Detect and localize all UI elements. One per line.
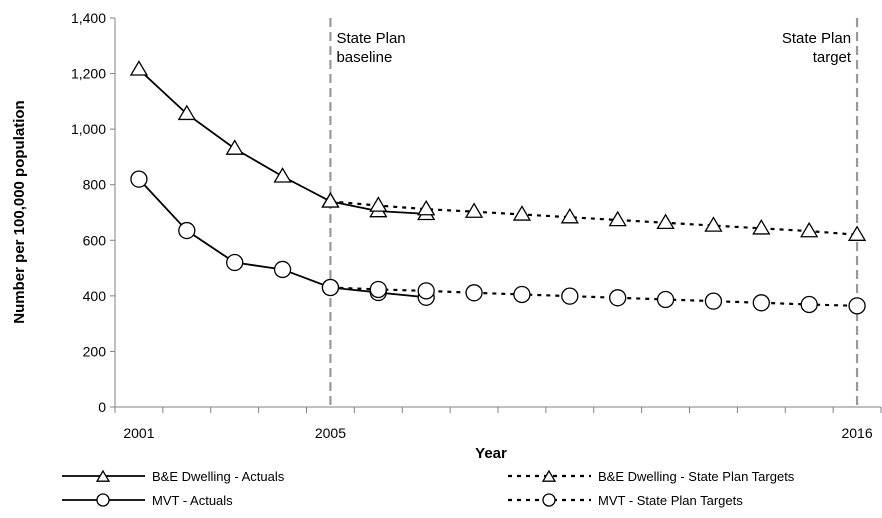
bande-dwelling-state-plan-targets-point <box>704 216 723 232</box>
y-tick-label: 0 <box>98 399 106 415</box>
mvt-state-plan-targets-point <box>800 295 818 314</box>
reference-line-label: target <box>813 49 852 66</box>
bande-dwelling-state-plan-targets-point <box>656 213 675 230</box>
y-tick-label: 400 <box>83 288 107 304</box>
axes: 0 200 400 600 800 1,000 1,200 1,400 2001 2005 2016 <box>71 10 882 441</box>
reference-lines: State Plan baseline State Plan target <box>329 18 859 407</box>
bande-dwelling-actuals-line <box>138 68 427 215</box>
bande-dwelling-state-plan-targets-point <box>800 221 819 238</box>
bande-dwelling-state-plan-targets-point <box>752 219 771 235</box>
legend-label-bande-dwelling-actuals: B&E Dwelling - Actuals <box>152 469 285 484</box>
mvt-state-plan-targets-point <box>513 285 531 304</box>
mvt-state-plan-targets-point <box>609 289 627 307</box>
bande-dwelling-state-plan-targets-point <box>417 199 436 216</box>
mvt-actuals-point <box>178 221 196 240</box>
bande-dwelling-state-plan-targets-point <box>512 205 532 221</box>
bande-dwelling-state-plan-targets-line <box>330 200 858 236</box>
mvt-state-plan-targets-point <box>417 282 435 300</box>
bande-dwelling-actuals-point <box>225 139 244 155</box>
bande-dwelling-state-plan-targets-point <box>608 210 627 227</box>
reference-line-label: State Plan <box>336 30 405 47</box>
legend-label-mvt-state-plan-targets: MVT - State Plan Targets <box>598 493 743 508</box>
legend-marker-bande-dwelling-state-plan-targets <box>541 469 557 482</box>
bande-dwelling-actuals-point <box>129 60 149 76</box>
legend-marker-bande-dwelling-actuals <box>95 469 111 482</box>
x-tick-label: 2001 <box>123 425 154 441</box>
mvt-state-plan-targets-point <box>752 294 770 312</box>
y-tick-label: 1,400 <box>71 10 106 26</box>
y-tick-label: 1,200 <box>71 66 106 82</box>
bande-dwelling-actuals-point <box>177 104 196 121</box>
mvt-state-plan-targets-point <box>369 280 387 299</box>
legend-marker-mvt-state-plan-targets <box>542 493 556 507</box>
bande-dwelling-state-plan-targets-point <box>560 207 579 224</box>
mvt-state-plan-targets-point <box>704 292 723 310</box>
y-tick-label: 200 <box>83 343 107 359</box>
bande-dwelling-state-plan-targets-point <box>321 192 340 208</box>
y-axis-title: Number per 100,000 population <box>11 100 28 323</box>
bande-dwelling-state-plan-targets-point <box>847 225 867 241</box>
bande-dwelling-state-plan-targets-point <box>369 196 388 212</box>
reference-line-label: baseline <box>336 49 392 66</box>
x-tick-label: 2005 <box>315 425 346 441</box>
series-group <box>129 60 867 315</box>
legend-label-bande-dwelling-state-plan-targets: B&E Dwelling - State Plan Targets <box>598 469 795 484</box>
bande-dwelling-state-plan-targets-point <box>464 202 484 218</box>
bande-dwelling-actuals-point <box>273 167 292 183</box>
y-tick-label: 800 <box>83 177 107 193</box>
y-tick-label: 600 <box>83 232 107 248</box>
mvt-state-plan-targets-point <box>465 284 483 302</box>
mvt-actuals-point <box>130 170 148 188</box>
x-tick-label: 2016 <box>841 425 872 441</box>
mvt-actuals-point <box>273 260 292 279</box>
legend-label-mvt-actuals: MVT - Actuals <box>152 493 233 508</box>
reference-line-label: State Plan <box>782 30 851 47</box>
mvt-state-plan-targets-point <box>848 297 866 315</box>
mvt-state-plan-targets-point <box>656 290 675 309</box>
x-axis-title: Year <box>475 445 507 462</box>
mvt-actuals-line <box>138 178 427 299</box>
mvt-actuals-point <box>226 253 244 272</box>
legend-marker-mvt-actuals <box>96 493 110 507</box>
mvt-state-plan-targets-line <box>330 286 858 307</box>
mvt-state-plan-targets-point <box>561 287 579 305</box>
mvt-state-plan-targets-point <box>321 278 340 297</box>
legend: B&E Dwelling - Actuals MVT - Actuals B&E D… <box>62 469 795 508</box>
y-tick-label: 1,000 <box>71 121 106 137</box>
